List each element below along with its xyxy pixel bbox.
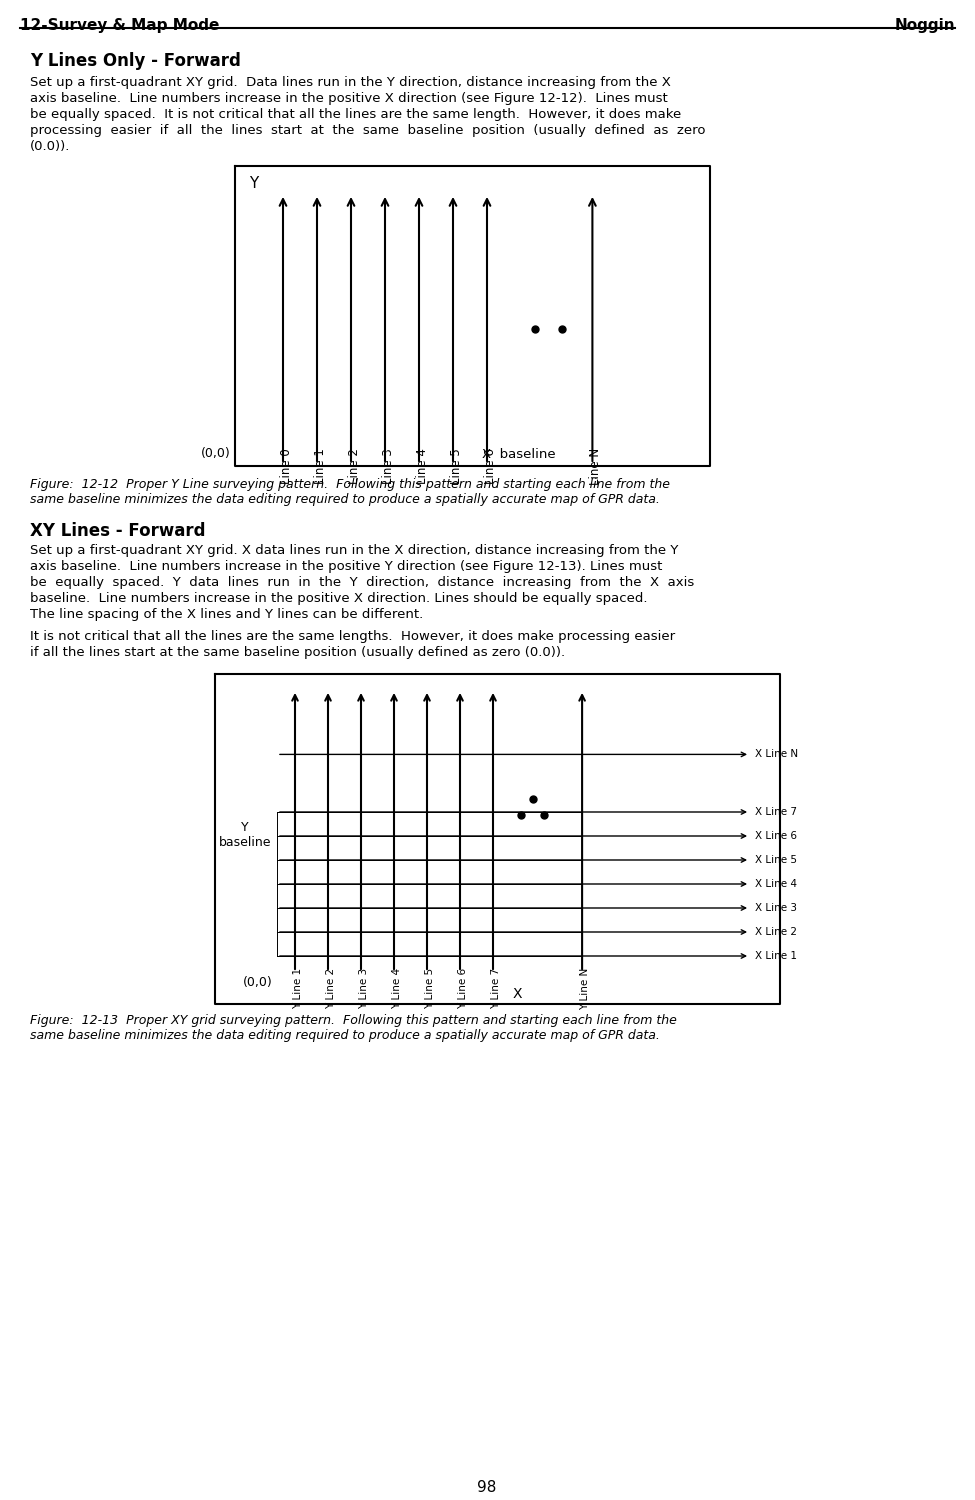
Text: Line 0: Line 0 xyxy=(280,448,292,483)
Text: X Line 1: X Line 1 xyxy=(755,951,797,962)
Text: Y Line 1: Y Line 1 xyxy=(293,968,303,1010)
Text: Line 6: Line 6 xyxy=(484,448,496,484)
Text: 12-Survey & Map Mode: 12-Survey & Map Mode xyxy=(20,18,219,33)
Text: Y Line 3: Y Line 3 xyxy=(359,968,369,1010)
Text: Set up a first-quadrant XY grid.  Data lines run in the Y direction, distance in: Set up a first-quadrant XY grid. Data li… xyxy=(30,76,671,88)
Text: X Line N: X Line N xyxy=(755,750,799,759)
Text: Y Line 5: Y Line 5 xyxy=(425,968,435,1010)
Text: (0,0): (0,0) xyxy=(201,447,231,460)
Text: baseline.  Line numbers increase in the positive X direction. Lines should be eq: baseline. Line numbers increase in the p… xyxy=(30,592,647,604)
Text: The line spacing of the X lines and Y lines can be different.: The line spacing of the X lines and Y li… xyxy=(30,608,423,621)
Text: Y Line 7: Y Line 7 xyxy=(491,968,501,1010)
Text: same baseline minimizes the data editing required to produce a spatially accurat: same baseline minimizes the data editing… xyxy=(30,494,660,506)
Text: X Line 3: X Line 3 xyxy=(755,903,797,914)
Text: Line N: Line N xyxy=(589,448,602,484)
Text: Y Line N: Y Line N xyxy=(580,968,590,1011)
Text: Noggin: Noggin xyxy=(894,18,955,33)
Text: axis baseline.  Line numbers increase in the positive Y direction (see Figure 12: axis baseline. Line numbers increase in … xyxy=(30,560,662,573)
Text: Line 5: Line 5 xyxy=(449,448,462,483)
Text: Line 4: Line 4 xyxy=(415,448,428,484)
Text: Y Line 4: Y Line 4 xyxy=(392,968,402,1010)
Text: Line 3: Line 3 xyxy=(381,448,395,483)
Text: X Line 6: X Line 6 xyxy=(755,831,797,842)
Text: X Line 5: X Line 5 xyxy=(755,855,797,865)
Text: X Line 2: X Line 2 xyxy=(755,927,797,938)
Text: Y Line 2: Y Line 2 xyxy=(326,968,336,1010)
Text: Y
baseline: Y baseline xyxy=(219,821,271,849)
Text: Figure:  12-13  Proper XY grid surveying pattern.  Following this pattern and st: Figure: 12-13 Proper XY grid surveying p… xyxy=(30,1014,677,1028)
Text: X  baseline: X baseline xyxy=(482,447,556,460)
Text: (0.0)).: (0.0)). xyxy=(30,140,70,153)
Text: X Line 7: X Line 7 xyxy=(755,807,797,818)
Text: Y Lines Only - Forward: Y Lines Only - Forward xyxy=(30,53,241,70)
Text: Figure:  12-12  Proper Y Line surveying pattern.  Following this pattern and sta: Figure: 12-12 Proper Y Line surveying pa… xyxy=(30,478,670,490)
Text: Set up a first-quadrant XY grid. X data lines run in the X direction, distance i: Set up a first-quadrant XY grid. X data … xyxy=(30,544,679,556)
Text: axis baseline.  Line numbers increase in the positive X direction (see Figure 12: axis baseline. Line numbers increase in … xyxy=(30,92,668,105)
Text: Line 1: Line 1 xyxy=(314,448,327,484)
Text: be  equally  spaced.  Y  data  lines  run  in  the  Y  direction,  distance  inc: be equally spaced. Y data lines run in t… xyxy=(30,576,694,590)
Text: Line 2: Line 2 xyxy=(347,448,361,484)
Text: same baseline minimizes the data editing required to produce a spatially accurat: same baseline minimizes the data editing… xyxy=(30,1029,660,1042)
Text: Y: Y xyxy=(249,176,258,190)
Text: 98: 98 xyxy=(478,1480,496,1496)
Text: Y Line 6: Y Line 6 xyxy=(458,968,468,1010)
Text: (0,0): (0,0) xyxy=(243,976,273,988)
Text: if all the lines start at the same baseline position (usually defined as zero (0: if all the lines start at the same basel… xyxy=(30,646,566,658)
Text: X: X xyxy=(513,987,523,1000)
Text: X Line 4: X Line 4 xyxy=(755,879,797,890)
Text: XY Lines - Forward: XY Lines - Forward xyxy=(30,522,206,540)
Text: processing  easier  if  all  the  lines  start  at  the  same  baseline  positio: processing easier if all the lines start… xyxy=(30,124,706,136)
Text: It is not critical that all the lines are the same lengths.  However, it does ma: It is not critical that all the lines ar… xyxy=(30,630,675,644)
Text: be equally spaced.  It is not critical that all the lines are the same length.  : be equally spaced. It is not critical th… xyxy=(30,108,682,122)
